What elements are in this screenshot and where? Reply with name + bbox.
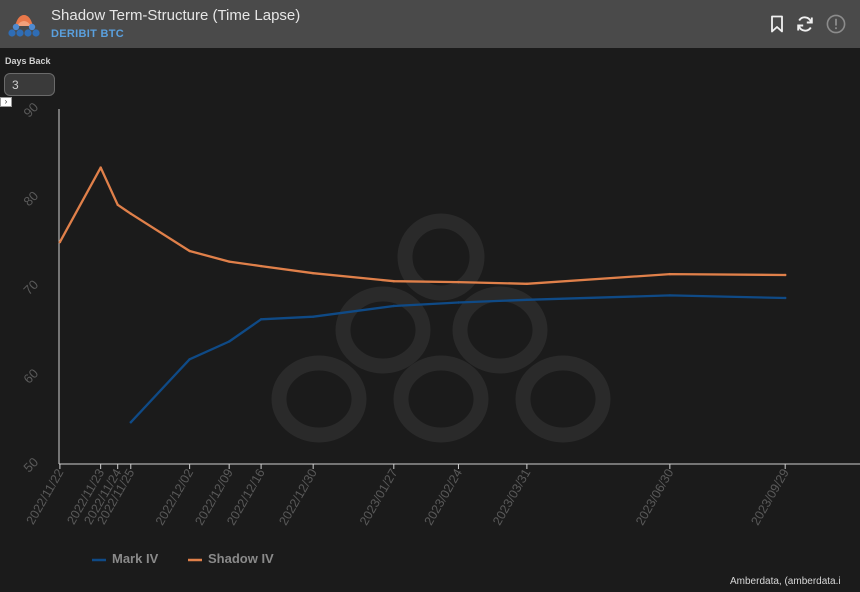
data-point <box>392 304 395 308</box>
data-point <box>784 296 787 300</box>
data-point <box>228 260 231 263</box>
series-layer <box>58 166 787 424</box>
data-point <box>259 318 263 321</box>
data-point <box>525 282 529 285</box>
legend-label: Shadow IV <box>208 551 274 566</box>
legend[interactable]: Mark IV Shadow IV <box>92 551 274 566</box>
data-point <box>668 272 672 276</box>
data-point <box>312 315 315 318</box>
data-credit: Amberdata, (amberdata.i <box>730 576 841 587</box>
data-point <box>784 273 787 277</box>
data-point <box>457 301 460 304</box>
data-point <box>228 340 231 343</box>
legend-item[interactable]: Shadow IV <box>188 551 274 566</box>
data-point <box>129 212 132 215</box>
page-title: Shadow Term-Structure (Time Lapse) <box>51 7 301 24</box>
x-tick-label: 2023/01/27 <box>357 466 400 527</box>
y-tick-label: 50 <box>20 454 41 475</box>
expand-toggle-button[interactable]: › <box>0 97 12 107</box>
series-shadow-iv <box>58 166 787 285</box>
series-mark-iv <box>129 294 787 424</box>
y-tick-label: 90 <box>20 99 41 120</box>
chart-axes <box>58 109 860 469</box>
data-point <box>392 280 395 283</box>
data-point <box>457 280 460 284</box>
tick-labels: 50607080902022/11/222022/11/232022/11/24… <box>20 99 791 527</box>
legend-label: Mark IV <box>112 551 159 566</box>
data-point <box>259 264 263 268</box>
data-point <box>668 294 672 297</box>
x-tick-label: 2022/12/02 <box>153 466 196 527</box>
days-back-label: Days Back <box>5 56 51 66</box>
y-tick-label: 80 <box>20 188 41 209</box>
x-tick-label: 2023/03/31 <box>490 466 533 527</box>
data-point <box>312 272 315 275</box>
x-tick-label: 2023/06/30 <box>633 466 676 527</box>
data-point <box>129 421 132 424</box>
info-icon[interactable] <box>826 14 846 34</box>
series-line <box>129 294 787 424</box>
y-tick-label: 70 <box>20 277 41 298</box>
data-point <box>99 166 102 169</box>
refresh-icon[interactable] <box>795 14 815 34</box>
x-tick-label: 2023/09/29 <box>748 466 791 527</box>
bookmark-icon[interactable] <box>767 14 787 34</box>
data-point <box>525 298 529 301</box>
amberdata-logo-icon <box>8 15 40 37</box>
watermark-logo <box>271 213 611 443</box>
x-tick-label: 2023/02/24 <box>422 466 465 527</box>
x-tick-label: 2022/12/30 <box>276 466 319 527</box>
data-point <box>116 203 119 206</box>
data-point <box>58 240 62 244</box>
header-bar: Shadow Term-Structure (Time Lapse) DERIB… <box>0 0 860 48</box>
y-tick-label: 60 <box>20 366 41 387</box>
exchange-subtitle: DERIBIT BTC <box>51 28 124 40</box>
legend-item[interactable]: Mark IV <box>92 551 159 566</box>
data-point <box>188 249 191 253</box>
data-point <box>188 358 191 361</box>
days-back-input[interactable] <box>4 73 55 96</box>
